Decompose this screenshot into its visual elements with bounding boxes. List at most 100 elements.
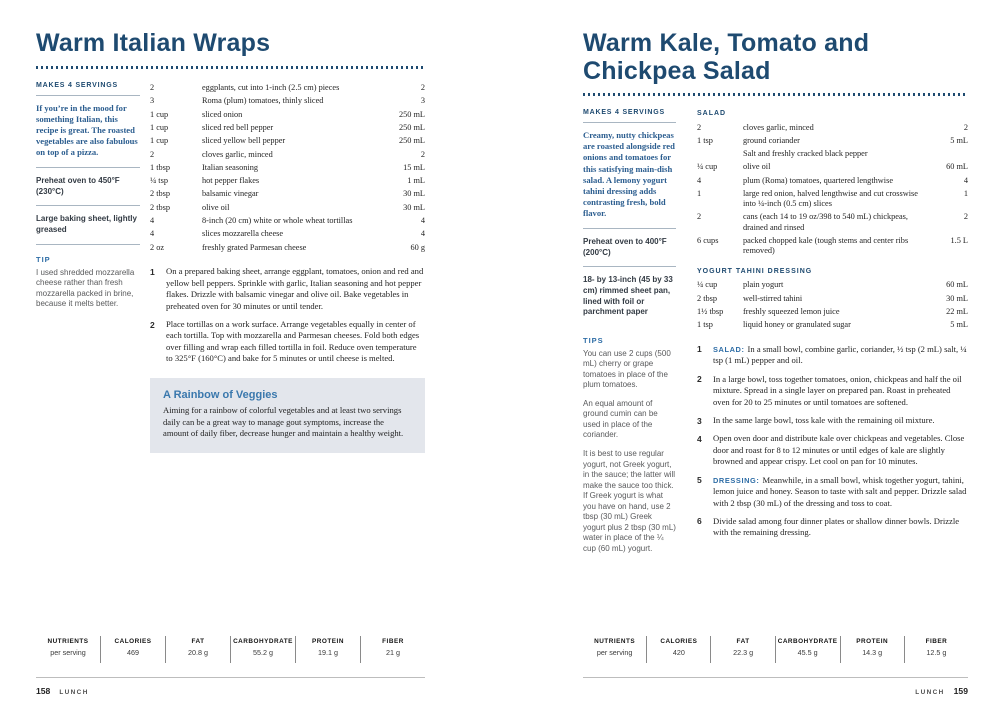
ingredient-quantity: 1 tsp (697, 320, 713, 330)
ingredient-quantity: 2 (150, 149, 155, 159)
step-text: On a prepared baking sheet, arrange eggp… (166, 266, 425, 312)
step-number: 4 (697, 433, 702, 444)
step-body: Open oven door and distribute kale over … (713, 433, 965, 467)
ingredient-quantity: 2 tbsp (697, 293, 718, 303)
nutrient-value: 469 (127, 647, 139, 657)
page-footer-right: LUNCH 159 (915, 686, 968, 696)
main-column-left: 2 eggplants, cut into 1-inch (2.5 cm) pi… (150, 82, 425, 454)
ingredient-row: 1 tbsp Italian seasoning 15 mL (150, 161, 425, 174)
ingredient-quantity: 2 tbsp (150, 202, 171, 212)
step-text: Divide salad among four dinner plates or… (713, 516, 968, 539)
nutrient-column: FAT 20.8 g (166, 636, 231, 663)
ingredient-quantity (697, 149, 743, 159)
tip-paragraph: It is best to use regular yogurt, not Gr… (583, 449, 676, 553)
ingredient-quantity: 2 oz (150, 242, 165, 252)
nutrient-column: CALORIES 420 (647, 636, 712, 663)
ingredient-row: 4 slices mozzarella cheese 4 (150, 228, 425, 241)
ingredient-metric: 30 mL (403, 202, 425, 212)
ingredient-quantity: 2 tbsp (150, 189, 171, 199)
ingredient-metric: 5 mL (950, 135, 968, 145)
ingredient-row: 3 Roma (plum) tomatoes, thinly sliced 3 (150, 95, 425, 108)
nutrient-value: 14.3 g (862, 647, 883, 657)
tips-heading: TIP (36, 254, 51, 264)
nutrient-column: FIBER 21 g (361, 636, 425, 663)
ingredient-row: 2 tbsp well-stirred tahini 30 mL (697, 292, 968, 305)
ingredient-name: olive oil (743, 162, 771, 172)
ingredient-metric: 2 (963, 122, 968, 132)
ingredient-row: 4 plum (Roma) tomatoes, quartered length… (697, 174, 968, 187)
ingredient-metric: 2 (420, 83, 425, 93)
ingredient-row: 1 cup sliced yellow bell pepper 250 mL (150, 135, 425, 148)
ingredient-quantity: 1 tbsp (150, 162, 171, 172)
page-right-content: MAKES 4 SERVINGS Creamy, nutty chickpeas… (583, 109, 968, 563)
nutrient-value: 420 (672, 647, 685, 657)
makes-servings-label: MAKES 4 SERVINGS (36, 82, 140, 96)
ingredient-metric: 4 (963, 175, 968, 185)
equipment-item: Large baking sheet, lightly greased (36, 206, 140, 245)
equipment-item: 18- by 13-inch (45 by 33 cm) rimmed shee… (583, 275, 673, 317)
equipment-list: Preheat oven to 450°F (230°C) Large bakin… (36, 168, 140, 245)
makes-servings-label: MAKES 4 SERVINGS (583, 109, 676, 123)
ingredient-row: 2 tbsp balsamic vinegar 30 mL (150, 188, 425, 201)
nutrient-value: 45.5 g (797, 647, 818, 657)
step-body: On a prepared baking sheet, arrange eggp… (166, 266, 424, 311)
equipment-item: Preheat oven to 400°F (200°C) (583, 229, 676, 268)
ingredient-name: Roma (plum) tomatoes, thinly sliced (202, 96, 324, 106)
ingredient-quantity: 4 (697, 175, 702, 185)
ingredient-row: 1 tsp ground coriander 5 mL (697, 134, 968, 147)
nutrient-column: CALORIES 469 (101, 636, 166, 663)
step-body: In a small bowl, combine garlic, coriand… (713, 343, 967, 366)
ingredient-quantity: 1½ tbsp (697, 306, 724, 316)
page-left: Warm Italian Wraps MAKES 4 SERVINGS If y… (36, 29, 425, 696)
nutrient-value: 21 g (386, 647, 400, 657)
ingredient-name: 8-inch (20 cm) white or whole wheat tort… (202, 216, 353, 226)
ingredient-metric: 30 mL (946, 293, 968, 303)
ingredient-metric: 1.5 L (950, 235, 968, 245)
nutrient-label: FAT (736, 638, 750, 645)
ingredient-name: hot pepper flakes (202, 176, 260, 186)
step-body: Divide salad among four dinner plates or… (713, 515, 960, 538)
ingredient-metric: 5 mL (950, 320, 968, 330)
nutrient-value: 20.8 g (188, 647, 208, 657)
main-column-right: SALAD 2 cloves garlic, minced 2 1 tsp gr… (697, 109, 968, 563)
ingredient-metric: 22 mL (946, 306, 968, 316)
ingredient-name: large red onion, halved lengthwise and c… (743, 189, 918, 209)
footer-rule (36, 677, 425, 678)
ingredient-name: slices mozzarella cheese (202, 229, 284, 239)
nutrient-value: 12.5 g (926, 647, 947, 657)
ingredient-quantity: 1 (697, 189, 702, 199)
ingredient-name: olive oil (202, 202, 230, 212)
step-label: SALAD: (713, 344, 745, 354)
ingredient-row: ¼ tsp hot pepper flakes 1 mL (150, 175, 425, 188)
step-text: Open oven door and distribute kale over … (713, 433, 968, 467)
dressing-ingredients-table: ¼ cup plain yogurt 60 mL 2 tbsp well-sti… (697, 279, 968, 332)
recipe-intro: If you’re in the mood for something Ital… (36, 96, 140, 169)
recipe-intro: Creamy, nutty chickpeas are roasted alon… (583, 123, 676, 230)
ingredient-name: sliced red bell pepper (202, 122, 274, 132)
nutrient-column: PROTEIN 19.1 g (296, 636, 361, 663)
ingredient-quantity: 2 (150, 83, 155, 93)
instructions-list: 1 On a prepared baking sheet, arrange eg… (150, 266, 425, 364)
page-number: 158 (36, 686, 51, 696)
step-label: DRESSING: (713, 475, 760, 485)
tips-heading: TIPS (583, 335, 604, 345)
step-number: 1 (697, 344, 702, 355)
ingredient-quantity: 4 (150, 229, 155, 239)
ingredient-row: 2 tbsp olive oil 30 mL (150, 201, 425, 214)
instruction-step: 2 In a large bowl, toss together tomatoe… (697, 374, 968, 408)
nutrient-column: CARBOHYDRATE 55.2 g (231, 636, 296, 663)
nutrient-label: NUTRIENTS (594, 638, 636, 645)
recipe-title-left: Warm Italian Wraps (36, 29, 271, 57)
ingredient-quantity: 3 (150, 96, 155, 106)
tips-list: You can use 2 cups (500 mL) cherry or gr… (583, 349, 676, 555)
equipment-list: Preheat oven to 400°F (200°C) 18- by 13-i… (583, 229, 676, 325)
ingredient-metric: 60 mL (946, 280, 968, 290)
ingredient-row: 4 8-inch (20 cm) white or whole wheat to… (150, 214, 425, 227)
ingredient-metric: 250 mL (398, 109, 425, 119)
sidebar-left: MAKES 4 SERVINGS If you’re in the mood f… (36, 82, 140, 454)
nutrient-column: FAT 22.3 g (711, 636, 776, 663)
ingredient-quantity: 1 cup (150, 136, 169, 146)
step-text: In a large bowl, toss together tomatoes,… (713, 374, 968, 408)
page-number: 159 (953, 686, 968, 696)
